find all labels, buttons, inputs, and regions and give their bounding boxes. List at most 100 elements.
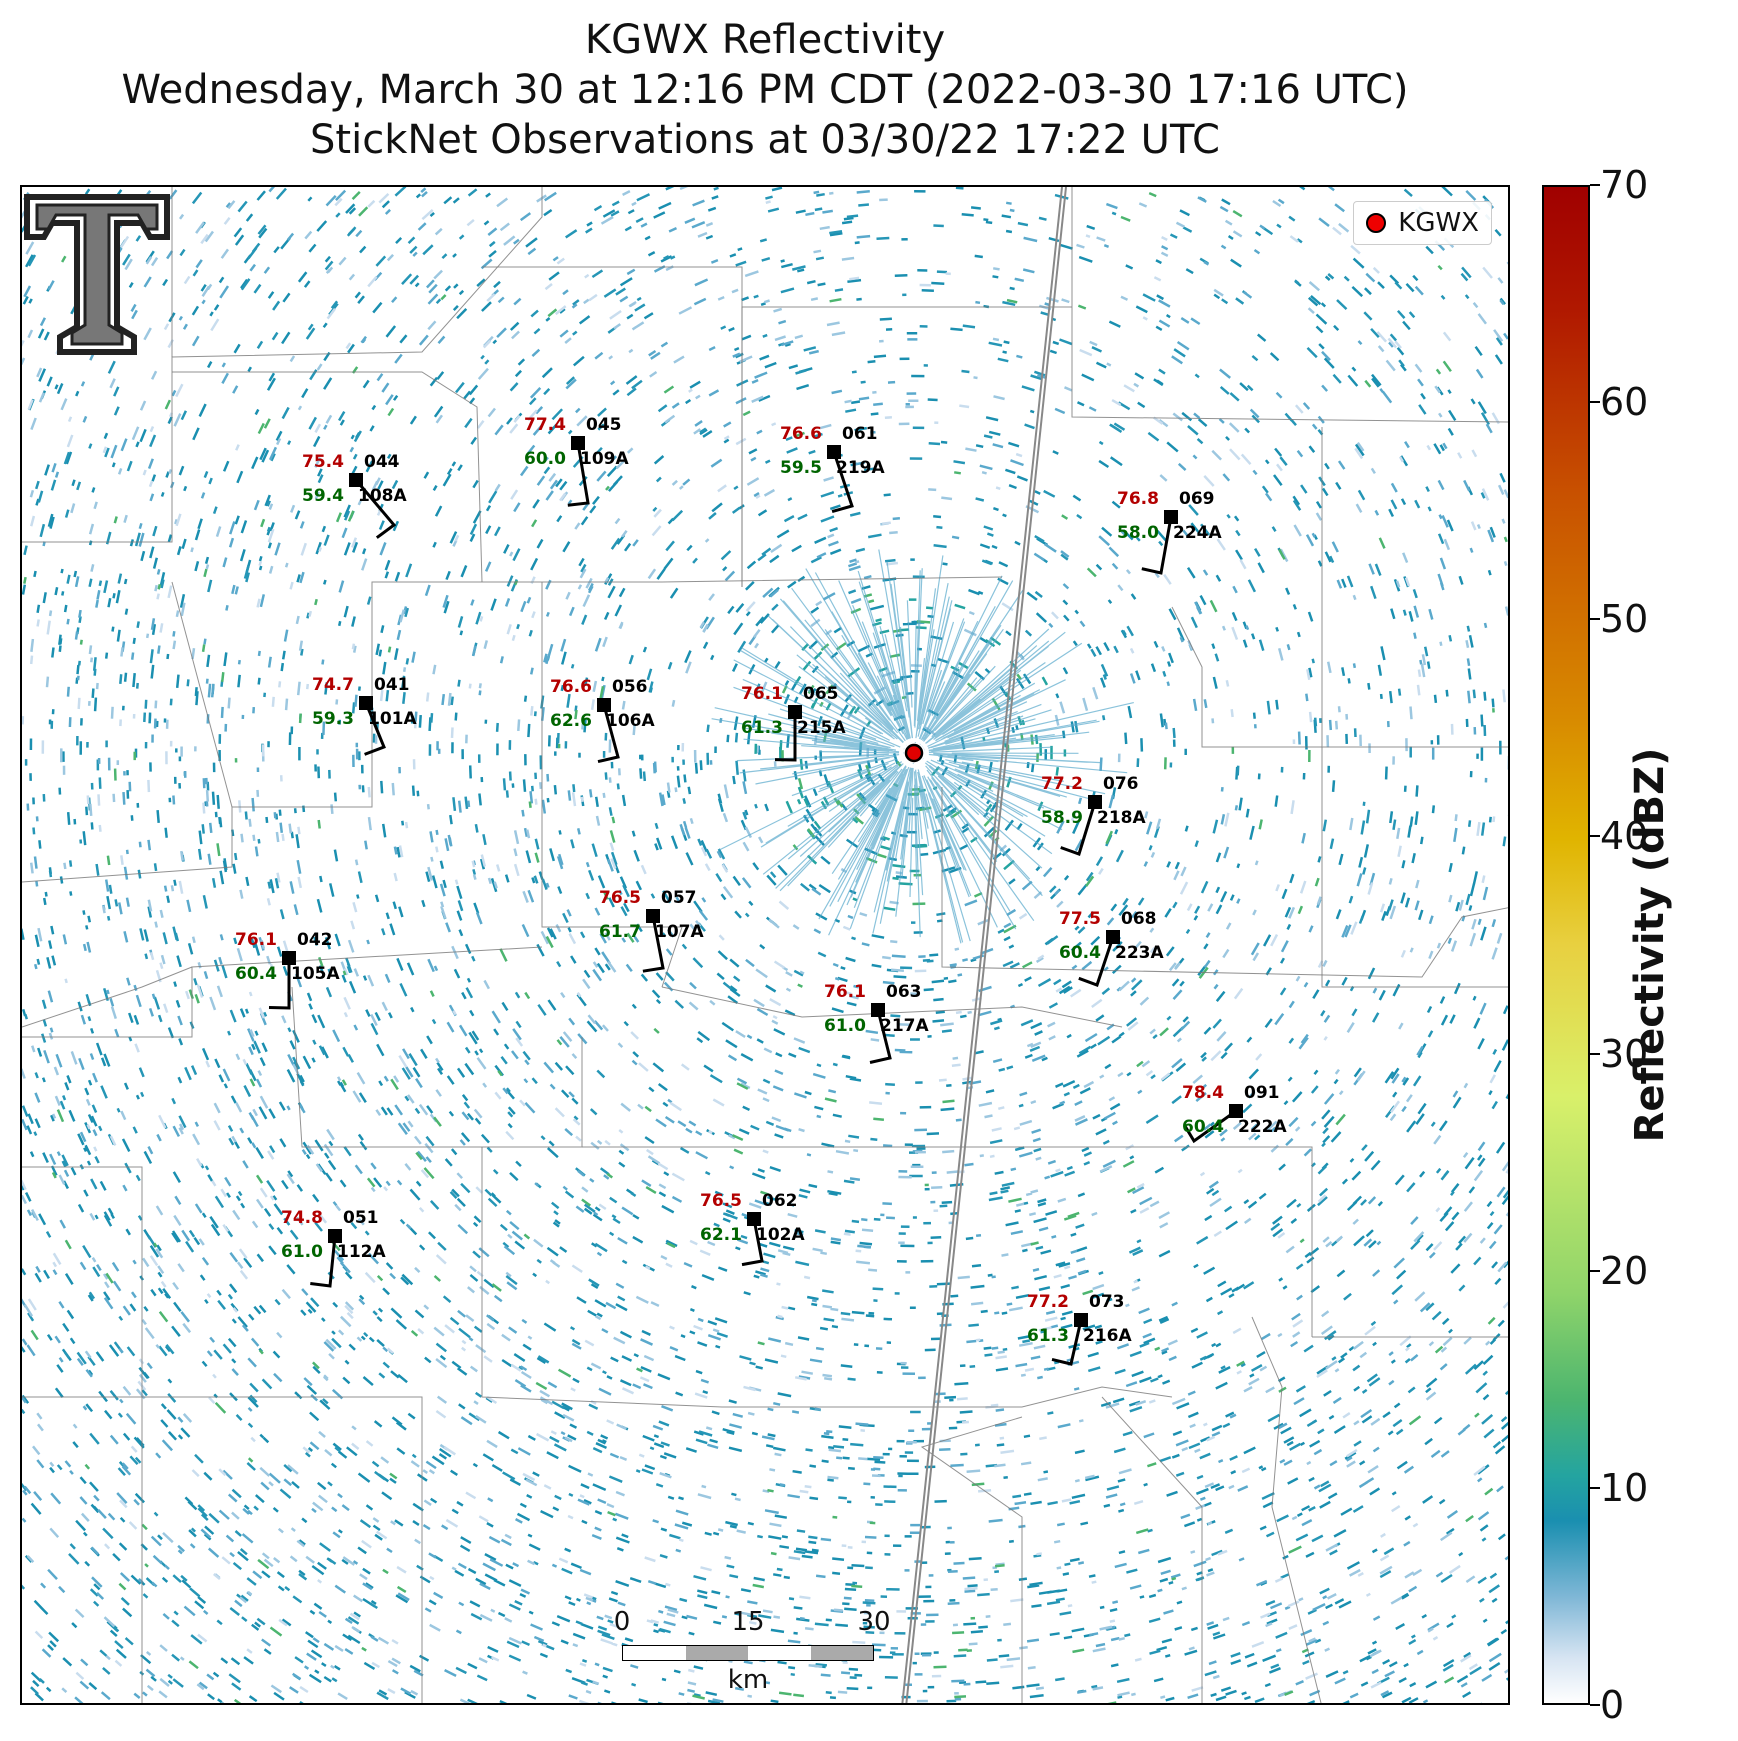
station-temperature: 76.1 (235, 930, 277, 950)
station-marker[interactable] (827, 445, 841, 459)
map-legend: KGWX (1353, 201, 1492, 245)
radar-site-marker (904, 743, 924, 763)
wind-barb (741, 1218, 764, 1267)
station-number: 063 (886, 982, 922, 1002)
station-marker[interactable] (571, 436, 585, 450)
colorbar-tick-mark (1590, 1269, 1600, 1272)
station-number: 041 (374, 675, 410, 695)
station-marker[interactable] (747, 1212, 761, 1226)
station-id: 106A (606, 711, 655, 731)
colorbar-label: Reflectivity (dBZ) (1627, 747, 1673, 1143)
station-temperature: 78.4 (1182, 1083, 1224, 1103)
radar-site-marker-icon (1366, 213, 1387, 233)
station-marker[interactable] (871, 1003, 885, 1017)
colorbar-tick-mark (1590, 184, 1600, 186)
scale-tick-15: 15 (731, 1607, 765, 1637)
station-number: 073 (1089, 1292, 1125, 1312)
station-id: 101A (368, 709, 417, 729)
station-number: 061 (842, 424, 878, 444)
map-canvas (22, 187, 1508, 1703)
station-id: 109A (580, 449, 629, 469)
station-dewpoint: 60.4 (1059, 943, 1101, 963)
colorbar (1542, 185, 1590, 1705)
station-id: 218A (1097, 808, 1146, 828)
station-marker[interactable] (282, 951, 296, 965)
station-dewpoint: 61.0 (824, 1016, 866, 1036)
station-temperature: 77.2 (1027, 1292, 1069, 1312)
station-temperature: 74.8 (281, 1208, 323, 1228)
station-marker[interactable] (1106, 930, 1120, 944)
colorbar-tick-mark (1590, 1052, 1600, 1055)
texas-tech-logo (24, 194, 170, 355)
station-number: 091 (1244, 1083, 1280, 1103)
station-id: 107A (655, 922, 704, 942)
station-marker[interactable] (597, 698, 611, 712)
station-temperature: 76.6 (550, 677, 592, 697)
station-id: 216A (1083, 1326, 1132, 1346)
scale-tick-0: 0 (613, 1607, 631, 1637)
station-id: 105A (291, 964, 340, 984)
colorbar-tick-mark (1590, 1704, 1600, 1706)
legend-label: KGWX (1398, 208, 1479, 238)
radar-map: KGWX 77.4 045 60.0 109A 76.6 061 59.5 219A 75.4 0… (20, 185, 1510, 1705)
station-id: 108A (358, 486, 407, 506)
station-number: 057 (661, 888, 697, 908)
station-id: 102A (756, 1225, 805, 1245)
chart-subtitle-time: Wednesday, March 30 at 12:16 PM CDT (202… (121, 67, 1409, 113)
county-boundaries (22, 187, 1508, 1703)
station-dewpoint: 62.1 (700, 1225, 742, 1245)
station-dewpoint: 58.0 (1117, 523, 1159, 543)
wind-barb (831, 451, 854, 514)
station-id: 217A (880, 1016, 929, 1036)
station-number: 045 (586, 415, 622, 435)
chart-subtitle-obs: StickNet Observations at 03/30/22 17:22 … (310, 117, 1220, 163)
station-marker[interactable] (328, 1229, 342, 1243)
station-number: 076 (1103, 774, 1139, 794)
station-dewpoint: 60.4 (1182, 1117, 1224, 1137)
station-temperature: 76.5 (599, 888, 641, 908)
reflectivity-field (22, 187, 1508, 1703)
radar-site-halo (899, 738, 929, 768)
colorbar-tick-mark (1590, 618, 1600, 621)
station-dewpoint: 59.5 (780, 458, 822, 478)
wind-barb (310, 1235, 337, 1288)
station-marker[interactable] (349, 473, 363, 487)
station-temperature: 77.5 (1059, 909, 1101, 929)
wind-barb (354, 479, 397, 539)
colorbar-tick-label: 0 (1600, 1683, 1625, 1727)
station-dewpoint: 62.6 (550, 711, 592, 731)
station-id: 224A (1173, 523, 1222, 543)
station-dewpoint: 61.7 (599, 922, 641, 942)
station-temperature: 76.1 (824, 982, 866, 1002)
station-id: 215A (797, 718, 846, 738)
station-marker[interactable] (646, 909, 660, 923)
wind-barb (774, 712, 797, 762)
colorbar-tick-label: 20 (1600, 1248, 1649, 1293)
wind-barb (268, 958, 291, 1010)
station-marker[interactable] (788, 705, 802, 719)
station-number: 044 (364, 452, 400, 472)
station-id: 219A (836, 458, 885, 478)
station-dewpoint: 61.3 (1027, 1326, 1069, 1346)
station-dewpoint: 59.3 (312, 709, 354, 729)
station-dewpoint: 60.4 (235, 964, 277, 984)
wind-barb (364, 702, 386, 756)
colorbar-tick-label: 40 (1600, 814, 1649, 859)
station-marker[interactable] (1088, 795, 1102, 809)
station-number: 062 (762, 1191, 798, 1211)
station-marker[interactable] (1074, 1313, 1088, 1327)
colorbar-tick-label: 30 (1600, 1031, 1649, 1076)
station-marker[interactable] (359, 696, 373, 710)
highway-line (901, 187, 1067, 1703)
scale-unit: km (727, 1665, 769, 1695)
scale-bar-segments (622, 1645, 874, 1661)
wind-barb (1060, 801, 1097, 856)
station-temperature: 76.6 (780, 424, 822, 444)
station-number: 069 (1179, 489, 1215, 509)
station-marker[interactable] (1229, 1104, 1243, 1118)
colorbar-tick-label: 60 (1600, 380, 1649, 425)
wind-barb (1183, 1109, 1237, 1144)
station-temperature: 75.4 (302, 452, 344, 472)
wind-barb (567, 442, 590, 507)
station-marker[interactable] (1164, 510, 1178, 524)
